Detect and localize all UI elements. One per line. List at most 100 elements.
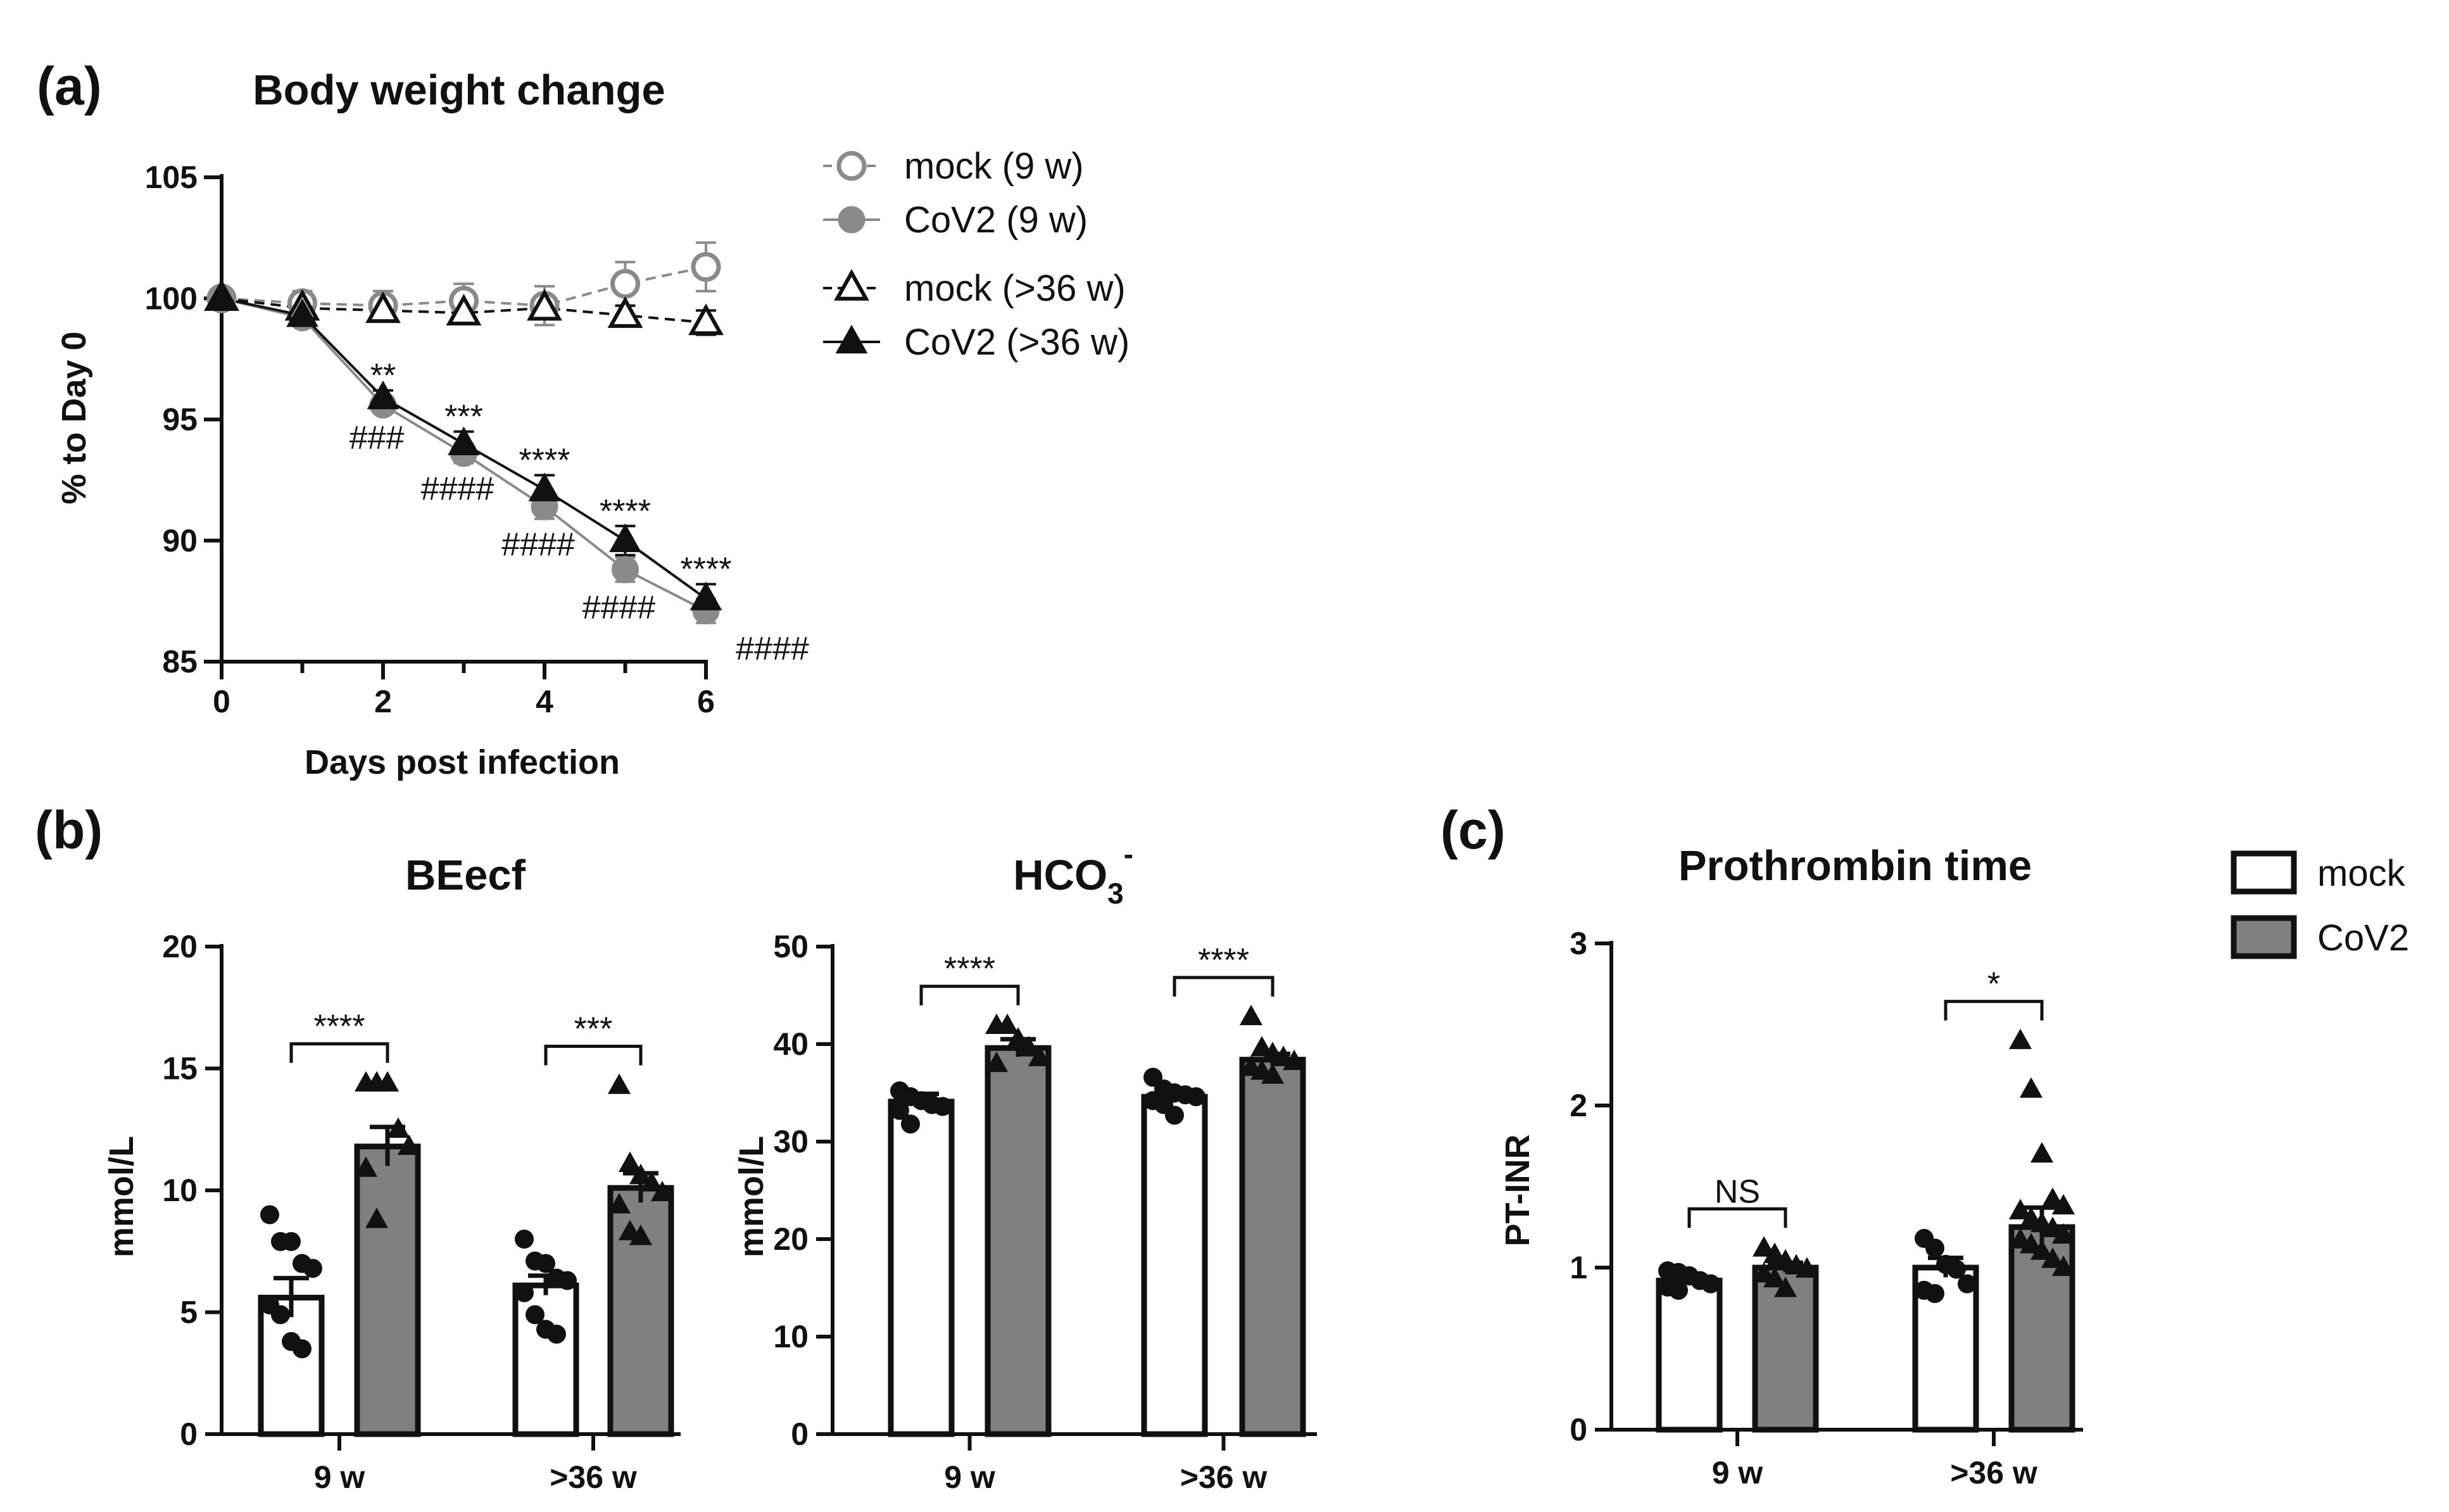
x-tick-label-pt: 9 w — [1712, 1455, 1763, 1490]
legend-label: CoV2 (>36 w) — [904, 322, 1130, 363]
data-point — [612, 556, 639, 584]
legend-marker — [834, 268, 869, 301]
data-point-triangle — [650, 1180, 674, 1202]
y-tick-label-beecf: 15 — [162, 1051, 198, 1087]
data-point-triangle — [2008, 1199, 2032, 1219]
significance-label: **** — [1198, 942, 1249, 979]
data-point-triangle — [1795, 1257, 1819, 1278]
y-tick-label-beecf: 20 — [162, 929, 198, 964]
legend-label-cov2: CoV2 — [2317, 917, 2409, 959]
data-point-circle — [933, 1097, 952, 1116]
bar-CoV2 — [354, 1143, 421, 1437]
data-point-triangle — [397, 1134, 421, 1155]
y-tick-label-hco3: 0 — [791, 1416, 809, 1452]
data-point-triangle — [618, 1151, 642, 1172]
x-tick-label-a: 0 — [213, 684, 230, 719]
y-tick-label-beecf: 0 — [180, 1416, 198, 1452]
hco3-sub: 3 — [1107, 877, 1124, 910]
x-tick-label-beecf: 9 w — [314, 1459, 365, 1495]
data-point-triangle — [2051, 1223, 2075, 1244]
y-tick-label-a: 105 — [145, 160, 198, 195]
legend-marker — [835, 324, 868, 354]
significance-star: ** — [370, 358, 396, 394]
data-point — [448, 426, 480, 456]
significance-hash: #### — [582, 589, 656, 626]
data-point-triangle — [2041, 1187, 2065, 1208]
significance-bracket — [289, 1042, 389, 1063]
bar-CoV2 — [985, 1045, 1052, 1437]
data-point-triangle — [995, 1013, 1019, 1035]
y-tick-label-beecf: 10 — [162, 1173, 198, 1208]
data-point-circle — [1701, 1274, 1720, 1294]
data-point-triangle — [1763, 1242, 1787, 1263]
data-point-circle — [1947, 1259, 1966, 1279]
significance-star: **** — [519, 442, 570, 479]
data-point-circle — [293, 1339, 312, 1359]
data-point-circle — [536, 1254, 555, 1273]
significance-bracket — [544, 1044, 643, 1066]
panel-label-c: (c) — [1440, 800, 1506, 860]
data-point-triangle — [1752, 1236, 1776, 1257]
data-point — [205, 281, 238, 310]
data-point-circle — [1669, 1280, 1688, 1300]
significance-bracket — [1173, 976, 1275, 997]
data-point-triangle — [2008, 1028, 2032, 1049]
data-point-triangle — [985, 1051, 1009, 1073]
legend-marker — [836, 151, 867, 181]
data-point-triangle — [607, 1193, 631, 1214]
bar-CoV2 — [1239, 1057, 1306, 1437]
chart-title-prothrombin: Prothrombin time — [1678, 842, 2032, 890]
data-point-triangle — [639, 1171, 664, 1192]
significance-bracket — [1687, 1207, 1787, 1228]
data-point-triangle — [1763, 1266, 1787, 1288]
chart-title-body-weight: Body weight change — [253, 66, 665, 114]
data-point-triangle — [2041, 1247, 2065, 1268]
legend-swatch-cov2 — [2231, 915, 2297, 959]
bar-mock — [1656, 1277, 1723, 1433]
data-point-circle — [526, 1305, 545, 1325]
data-point — [610, 268, 640, 299]
significance-star: **** — [600, 493, 651, 530]
data-point-triangle — [1261, 1063, 1285, 1084]
y-axis-label-beecf: mmol/L — [103, 1136, 141, 1257]
x-tick-label-a: 4 — [536, 684, 553, 719]
panel-label-b: (b) — [35, 800, 103, 860]
x-tick-label-pt: >36 w — [1950, 1455, 2037, 1490]
x-tick-label-hco3: >36 w — [1180, 1459, 1268, 1495]
significance-label: **** — [314, 1009, 365, 1045]
data-point-triangle — [354, 1156, 378, 1177]
y-tick-label-pt: 3 — [1570, 926, 1587, 961]
significance-hash: #### — [421, 470, 494, 507]
y-tick-label-pt: 0 — [1570, 1412, 1587, 1447]
data-point-triangle — [2051, 1256, 2075, 1276]
data-point — [527, 289, 562, 321]
x-tick-label-a: 6 — [697, 684, 715, 719]
x-tick-label-beecf: >36 w — [550, 1459, 637, 1495]
data-point-triangle — [1017, 1036, 1041, 1057]
data-point-circle — [890, 1100, 909, 1120]
y-tick-label-hco3: 10 — [773, 1319, 809, 1354]
hco3-sup: - — [1124, 838, 1133, 871]
significance-label: *** — [574, 1011, 613, 1047]
data-point — [286, 298, 318, 327]
data-point-triangle — [2041, 1216, 2065, 1237]
x-tick-label-hco3: 9 w — [944, 1459, 995, 1495]
y-tick-label-a: 85 — [162, 644, 198, 679]
y-axis-label-hco3: mmol/L — [733, 1136, 771, 1257]
bar-mock — [258, 1294, 325, 1437]
data-point-circle — [901, 1114, 920, 1134]
bar-mock — [1141, 1093, 1208, 1437]
data-point-circle — [282, 1232, 301, 1251]
data-point-circle — [271, 1305, 290, 1325]
legend-label: mock (9 w) — [904, 146, 1084, 187]
chart-title-beecf: BEecf — [405, 852, 526, 899]
data-point — [689, 581, 722, 610]
data-point — [691, 252, 721, 282]
data-point-triangle — [607, 1073, 631, 1094]
data-point-circle — [1165, 1106, 1184, 1125]
data-point — [609, 523, 641, 553]
legend-label: CoV2 (9 w) — [904, 199, 1088, 241]
significance-hash: ### — [349, 420, 405, 457]
data-point-triangle — [375, 1071, 400, 1092]
